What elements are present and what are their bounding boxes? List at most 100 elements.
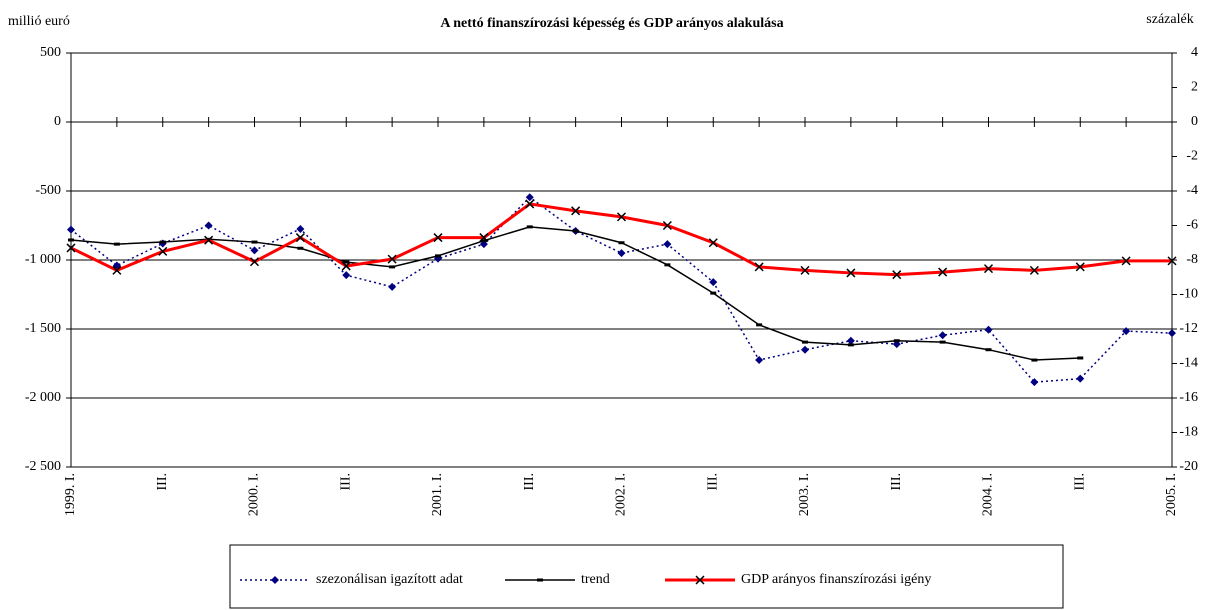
marker (342, 271, 351, 280)
marker (983, 264, 994, 274)
x-tick-label: III. (1072, 473, 1087, 491)
marker (67, 225, 75, 234)
y2-tick-label: -10 (1179, 287, 1198, 302)
marker (296, 224, 305, 233)
x-tick-label: III. (889, 473, 904, 491)
marker (389, 265, 396, 269)
marker (892, 270, 902, 280)
y2-tick-label: -18 (1179, 425, 1198, 440)
marker (388, 282, 397, 291)
marker (158, 246, 168, 256)
y2-tick-label: 4 (1191, 45, 1198, 60)
marker (1167, 256, 1177, 266)
marker (387, 254, 397, 264)
legend-label: szezonálisan igazított adat (316, 572, 463, 587)
marker (1075, 262, 1085, 272)
marker (1121, 256, 1131, 266)
marker (572, 229, 579, 233)
marker (479, 233, 489, 243)
marker (663, 240, 672, 249)
marker (526, 225, 533, 229)
y2-tick-label: 0 (1191, 114, 1198, 129)
marker (204, 221, 213, 230)
y2-tick-label: -6 (1186, 218, 1198, 233)
marker (800, 265, 810, 275)
marker (341, 261, 351, 271)
marker (618, 241, 625, 245)
y2-tick-label: -16 (1179, 390, 1198, 405)
marker (68, 238, 74, 242)
marker (159, 240, 166, 244)
x-tick-label: 2005. I. (1164, 473, 1179, 516)
marker (1076, 374, 1085, 383)
marker (802, 340, 808, 344)
marker (1030, 378, 1039, 387)
marker (847, 343, 854, 347)
y2-tick-label: -4 (1186, 183, 1198, 198)
y-tick-label: 500 (40, 45, 61, 60)
y-tick-label: 0 (54, 114, 61, 129)
marker (708, 238, 718, 248)
marker (250, 246, 259, 255)
marker (112, 265, 122, 275)
marker (755, 356, 764, 365)
marker (938, 331, 947, 340)
marker (709, 278, 718, 287)
x-tick-label: 2001. I. (430, 473, 445, 516)
marker (1077, 356, 1084, 360)
marker (1031, 358, 1038, 362)
y2-tick-label: -14 (1179, 356, 1198, 371)
marker (525, 199, 535, 209)
marker (662, 220, 672, 231)
y2-tick-label: -20 (1179, 459, 1198, 474)
marker (1168, 329, 1176, 338)
x-tick-label: 2003. I. (797, 473, 812, 516)
y-tick-label: -1 500 (25, 321, 61, 336)
marker (113, 242, 120, 246)
marker (204, 235, 214, 245)
marker (271, 576, 279, 584)
y2-tick-label: -8 (1186, 252, 1198, 267)
marker (433, 233, 443, 243)
marker (251, 240, 258, 244)
marker (846, 336, 855, 345)
marker (985, 348, 992, 352)
marker (801, 345, 809, 354)
marker (939, 340, 946, 344)
y-tick-label: -2 500 (25, 459, 61, 474)
y2-tick-label: 2 (1191, 80, 1198, 95)
marker (938, 267, 948, 277)
marker (616, 212, 627, 222)
marker (695, 575, 705, 585)
marker (893, 339, 900, 343)
marker (846, 268, 856, 278)
series-line (70, 202, 1172, 277)
x-tick-label: 1999. I. (63, 473, 78, 516)
chart-title: A nettó finanszírozási képesség és GDP a… (440, 16, 783, 31)
legend-label: trend (581, 572, 610, 587)
marker (617, 249, 626, 258)
marker (537, 578, 543, 582)
y-tick-label: -1 000 (25, 252, 61, 267)
marker (664, 263, 671, 267)
y-tick-label: -2 000 (25, 390, 61, 405)
marker (343, 260, 350, 264)
marker (249, 257, 260, 267)
y2-tick-label: -2 (1186, 149, 1198, 164)
marker (571, 206, 581, 216)
y-tick-label: -500 (35, 183, 61, 198)
marker (525, 193, 534, 202)
y2-tick-label: -12 (1179, 321, 1198, 336)
x-tick-label: 2000. I. (247, 473, 262, 516)
marker (984, 325, 993, 334)
marker (480, 239, 487, 243)
marker (1122, 327, 1131, 336)
x-tick-label: 2004. I. (981, 473, 996, 516)
x-tick-label: III. (522, 473, 537, 491)
marker (756, 323, 763, 327)
marker (754, 262, 764, 272)
legend-box (229, 544, 1064, 609)
marker (1029, 265, 1039, 275)
marker (66, 243, 76, 253)
